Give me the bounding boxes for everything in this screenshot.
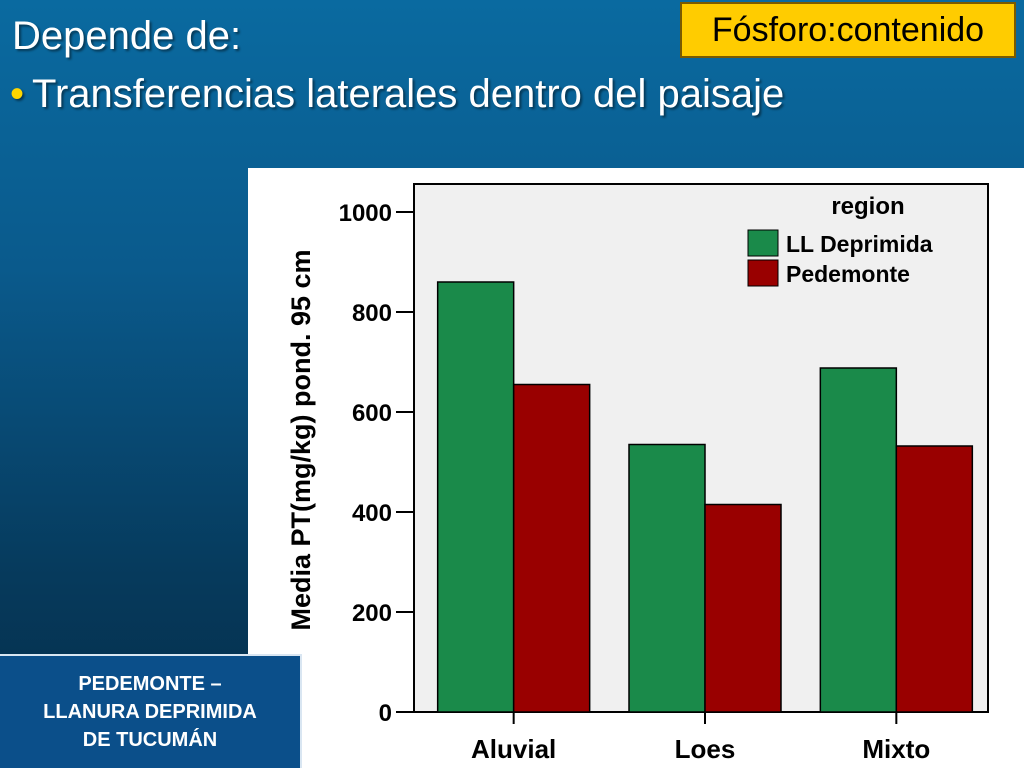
legend-label: Pedemonte — [786, 261, 910, 287]
y-axis-label: Media PT(mg/kg) pond. 95 cm — [286, 249, 316, 630]
legend-swatch-pedemonte — [747, 259, 779, 287]
x-tick-label: Loes — [675, 734, 736, 764]
slide-title: Depende de: — [12, 14, 242, 58]
y-tick-label: 200 — [352, 600, 392, 627]
region-caption-line-2: LLANURA DEPRIMIDA — [43, 701, 257, 723]
bar-chart: 0 200 400 600 800 1000 Aluvial Loes Mixto Media… — [286, 183, 989, 764]
topic-badge: Fósforo:contenido — [680, 2, 1016, 58]
x-tick-label: Mixto — [862, 734, 930, 764]
y-axis: 0 200 400 600 800 1000 — [339, 200, 414, 727]
bar-ll-deprimida-loes — [628, 443, 706, 713]
chart-container: 0 200 400 600 800 1000 Aluvial Loes Mixto Media… — [248, 168, 1024, 768]
y-tick-label: 1000 — [339, 200, 392, 227]
legend-label: LL Deprimida — [786, 231, 933, 257]
bullet-dot-icon: • — [10, 72, 25, 116]
bar-ll-deprimida-mixto — [819, 367, 898, 713]
x-tick-label: Aluvial — [471, 734, 556, 764]
bar-pedemonte-aluvial — [512, 383, 591, 713]
bars-group — [436, 281, 974, 713]
region-caption-box: PEDEMONTE – LLANURA DEPRIMIDA DE TUCUMÁN — [0, 654, 302, 768]
legend-title: region — [831, 193, 904, 220]
y-tick-label: 600 — [352, 400, 392, 427]
bullet-text: Transferencias laterales dentro del pais… — [32, 72, 785, 116]
legend-swatch-ll-deprimida — [747, 229, 779, 257]
bar-pedemonte-mixto — [895, 445, 974, 713]
y-tick-label: 800 — [352, 300, 392, 327]
region-caption-line-3: DE TUCUMÁN — [82, 729, 218, 751]
x-axis: Aluvial Loes Mixto — [471, 712, 930, 764]
bar-pedemonte-loes — [704, 503, 782, 713]
legend: region LL Deprimida Pedemonte — [747, 193, 933, 287]
y-tick-label: 0 — [379, 700, 392, 727]
y-tick-label: 400 — [352, 500, 392, 527]
region-caption-line-1: PEDEMONTE – — [78, 673, 222, 695]
bullet-item: • Transferencias laterales dentro del pai… — [10, 66, 784, 122]
bar-ll-deprimida-aluvial — [436, 281, 515, 713]
